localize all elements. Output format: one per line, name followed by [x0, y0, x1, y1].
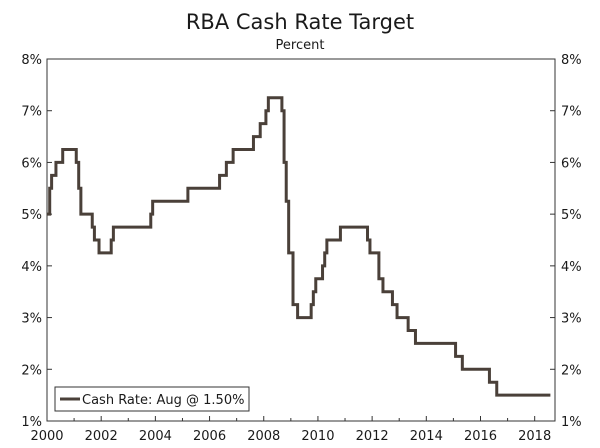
legend-box: [54, 386, 250, 412]
y-tick-label-left: 7%: [21, 105, 42, 120]
legend-label: Cash Rate: Aug @ 1.50%: [82, 393, 244, 408]
y-tick-label-right: 7%: [561, 105, 582, 120]
x-tick-label: 2006: [193, 429, 226, 444]
x-tick-label: 2008: [247, 429, 280, 444]
y-tick-label-right: 4%: [561, 260, 582, 275]
axis-ticks: [46, 58, 555, 422]
y-tick-label-left: 1%: [21, 415, 42, 430]
y-tick-label-right: 3%: [561, 312, 582, 327]
y-tick-label-right: 1%: [561, 415, 582, 430]
y-tick-label-left: 2%: [21, 363, 42, 378]
y-tick-label-left: 6%: [21, 156, 42, 171]
x-tick-label: 2014: [410, 429, 443, 444]
y-tick-label-left: 8%: [21, 53, 42, 68]
y-tick-label-right: 5%: [561, 208, 582, 223]
x-tick-label: 2002: [85, 429, 118, 444]
x-tick-label: 2004: [139, 429, 172, 444]
y-tick-label-right: 8%: [561, 53, 582, 68]
y-tick-label-right: 2%: [561, 363, 582, 378]
chart-title: RBA Cash Rate Target: [186, 10, 414, 34]
series-layer: [47, 96, 551, 397]
series-line: [47, 96, 551, 397]
y-tick-label-left: 5%: [21, 208, 42, 223]
y-tick-label-left: 4%: [21, 260, 42, 275]
plot-frame: [46, 58, 556, 422]
axis-labels: 2000 2002 2004 2006 2008 2010 2012 2014 2016 2018…: [21, 53, 581, 444]
legend: Cash Rate: Aug @ 1.50%: [54, 386, 250, 412]
x-tick-label: 2016: [464, 429, 497, 444]
x-tick-label: 2012: [356, 429, 389, 444]
x-tick-label: 2000: [30, 429, 63, 444]
y-tick-label-right: 6%: [561, 156, 582, 171]
chart-subtitle: Percent: [276, 38, 325, 53]
y-tick-label-left: 3%: [21, 312, 42, 327]
x-tick-label: 2018: [518, 429, 551, 444]
x-tick-label: 2010: [301, 429, 334, 444]
